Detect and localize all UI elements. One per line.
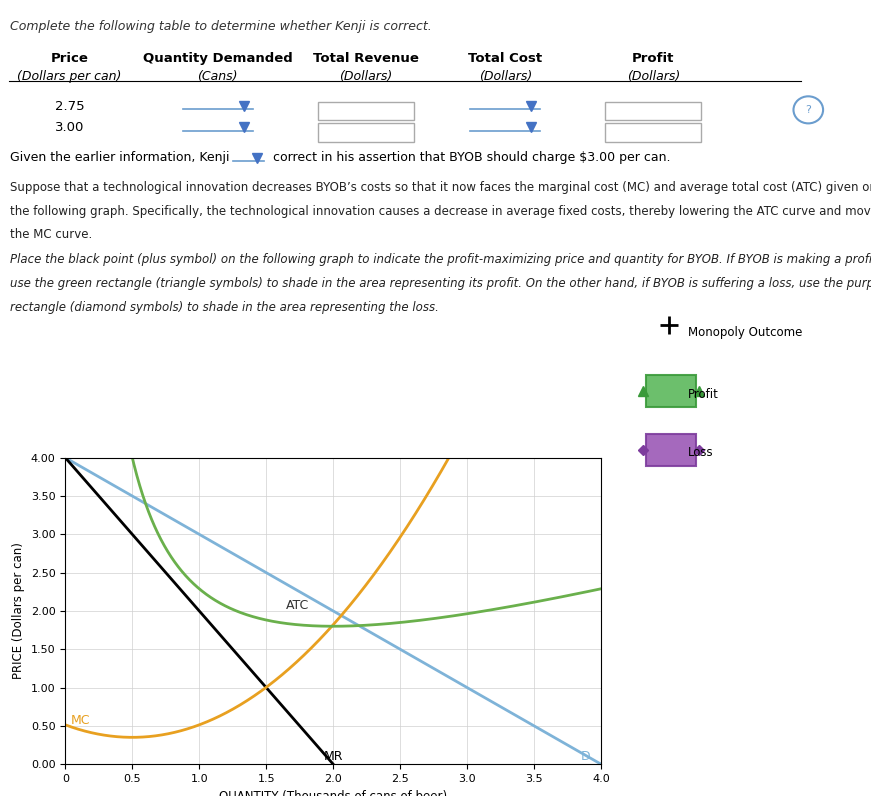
FancyBboxPatch shape	[605, 123, 701, 142]
Text: Suppose that a technological innovation decreases BYOB’s costs so that it now fa: Suppose that a technological innovation …	[10, 181, 871, 193]
Y-axis label: PRICE (Dollars per can): PRICE (Dollars per can)	[12, 543, 25, 679]
Text: Monopoly Outcome: Monopoly Outcome	[688, 326, 802, 339]
FancyBboxPatch shape	[318, 123, 414, 142]
Text: the MC curve.: the MC curve.	[10, 228, 92, 241]
Text: (Cans): (Cans)	[198, 70, 238, 83]
X-axis label: QUANTITY (Thousands of cans of beer): QUANTITY (Thousands of cans of beer)	[219, 790, 447, 796]
FancyBboxPatch shape	[646, 375, 696, 407]
Text: MR: MR	[324, 750, 343, 763]
Text: (Dollars): (Dollars)	[478, 70, 532, 83]
Text: Total Revenue: Total Revenue	[313, 52, 419, 64]
Text: ?: ?	[806, 105, 811, 115]
Text: rectangle (diamond symbols) to shade in the area representing the loss.: rectangle (diamond symbols) to shade in …	[10, 301, 439, 314]
Text: Profit: Profit	[632, 52, 674, 64]
FancyBboxPatch shape	[318, 102, 414, 120]
Text: Complete the following table to determine whether Kenji is correct.: Complete the following table to determin…	[10, 20, 432, 33]
Text: Quantity Demanded: Quantity Demanded	[143, 52, 293, 64]
Text: Profit: Profit	[688, 388, 719, 400]
Text: D: D	[581, 750, 591, 763]
Text: ATC: ATC	[287, 599, 309, 612]
FancyBboxPatch shape	[605, 102, 701, 120]
Text: correct in his assertion that BYOB should charge $3.00 per can.: correct in his assertion that BYOB shoul…	[273, 151, 670, 164]
Text: the following graph. Specifically, the technological innovation causes a decreas: the following graph. Specifically, the t…	[10, 205, 871, 217]
Text: Place the black point (plus symbol) on the following graph to indicate the profi: Place the black point (plus symbol) on t…	[10, 253, 871, 266]
Text: use the green rectangle (triangle symbols) to shade in the area representing its: use the green rectangle (triangle symbol…	[10, 277, 871, 290]
Text: (Dollars): (Dollars)	[626, 70, 680, 83]
Text: Given the earlier information, Kenji: Given the earlier information, Kenji	[10, 151, 230, 164]
Text: 3.00: 3.00	[55, 121, 84, 134]
Text: 2.75: 2.75	[55, 100, 84, 112]
Text: MC: MC	[71, 713, 91, 727]
Text: Loss: Loss	[688, 447, 713, 459]
Text: Total Cost: Total Cost	[468, 52, 543, 64]
Text: Price: Price	[51, 52, 89, 64]
Text: (Dollars): (Dollars)	[339, 70, 393, 83]
Text: (Dollars per can): (Dollars per can)	[17, 70, 122, 83]
FancyBboxPatch shape	[646, 434, 696, 466]
